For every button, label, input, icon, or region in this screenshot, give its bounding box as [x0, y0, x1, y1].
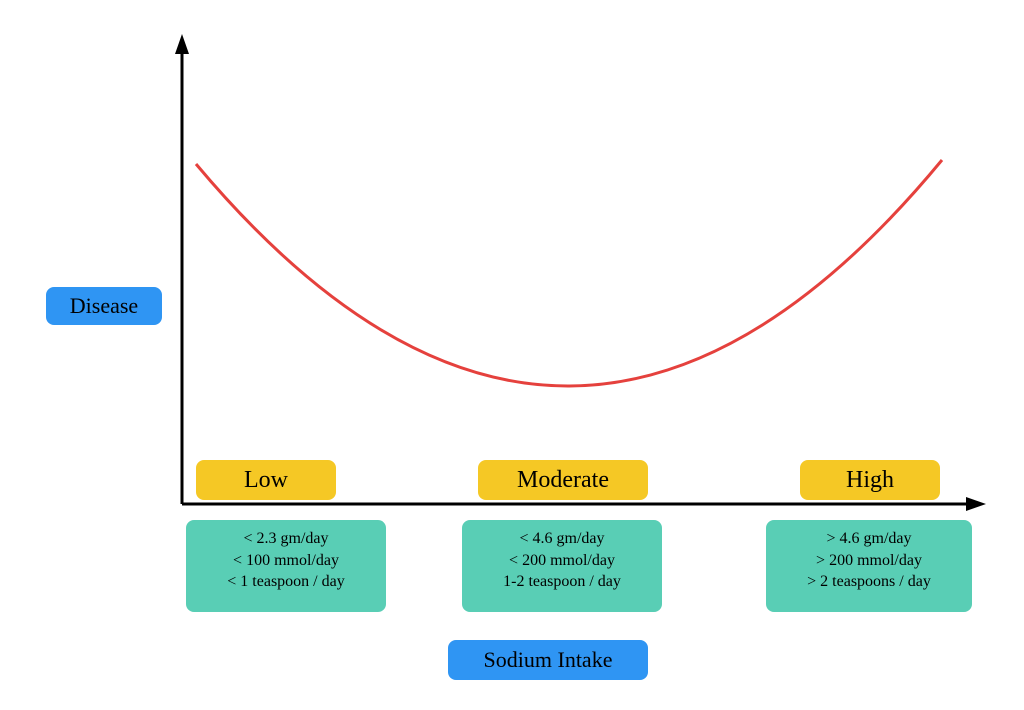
x-axis-arrow-icon: [966, 497, 986, 511]
category-pill-label: Low: [244, 467, 288, 494]
info-line: < 100 mmol/day: [198, 550, 374, 572]
chart-stage: Disease Low Moderate High < 2.3 gm/day <…: [0, 0, 1024, 710]
category-pill-label: Moderate: [517, 467, 609, 494]
x-axis-label-text: Sodium Intake: [484, 647, 613, 673]
axes-group: [175, 34, 986, 511]
x-axis-label: Sodium Intake: [448, 640, 648, 680]
info-line: > 2 teaspoons / day: [778, 571, 960, 593]
category-pill-label: High: [846, 467, 894, 494]
info-line: < 1 teaspoon / day: [198, 571, 374, 593]
info-line: < 2.3 gm/day: [198, 528, 374, 550]
y-axis-label: Disease: [46, 287, 162, 325]
category-info-high: > 4.6 gm/day > 200 mmol/day > 2 teaspoon…: [766, 520, 972, 612]
info-line: > 4.6 gm/day: [778, 528, 960, 550]
info-line: < 200 mmol/day: [474, 550, 650, 572]
category-info-moderate: < 4.6 gm/day < 200 mmol/day 1-2 teaspoon…: [462, 520, 662, 612]
info-line: > 200 mmol/day: [778, 550, 960, 572]
category-pill-low: Low: [196, 460, 336, 500]
category-info-low: < 2.3 gm/day < 100 mmol/day < 1 teaspoon…: [186, 520, 386, 612]
y-axis-arrow-icon: [175, 34, 189, 54]
info-line: 1-2 teaspoon / day: [474, 571, 650, 593]
y-axis-label-text: Disease: [70, 293, 138, 319]
category-pill-moderate: Moderate: [478, 460, 648, 500]
u-curve: [196, 160, 942, 386]
info-line: < 4.6 gm/day: [474, 528, 650, 550]
category-pill-high: High: [800, 460, 940, 500]
